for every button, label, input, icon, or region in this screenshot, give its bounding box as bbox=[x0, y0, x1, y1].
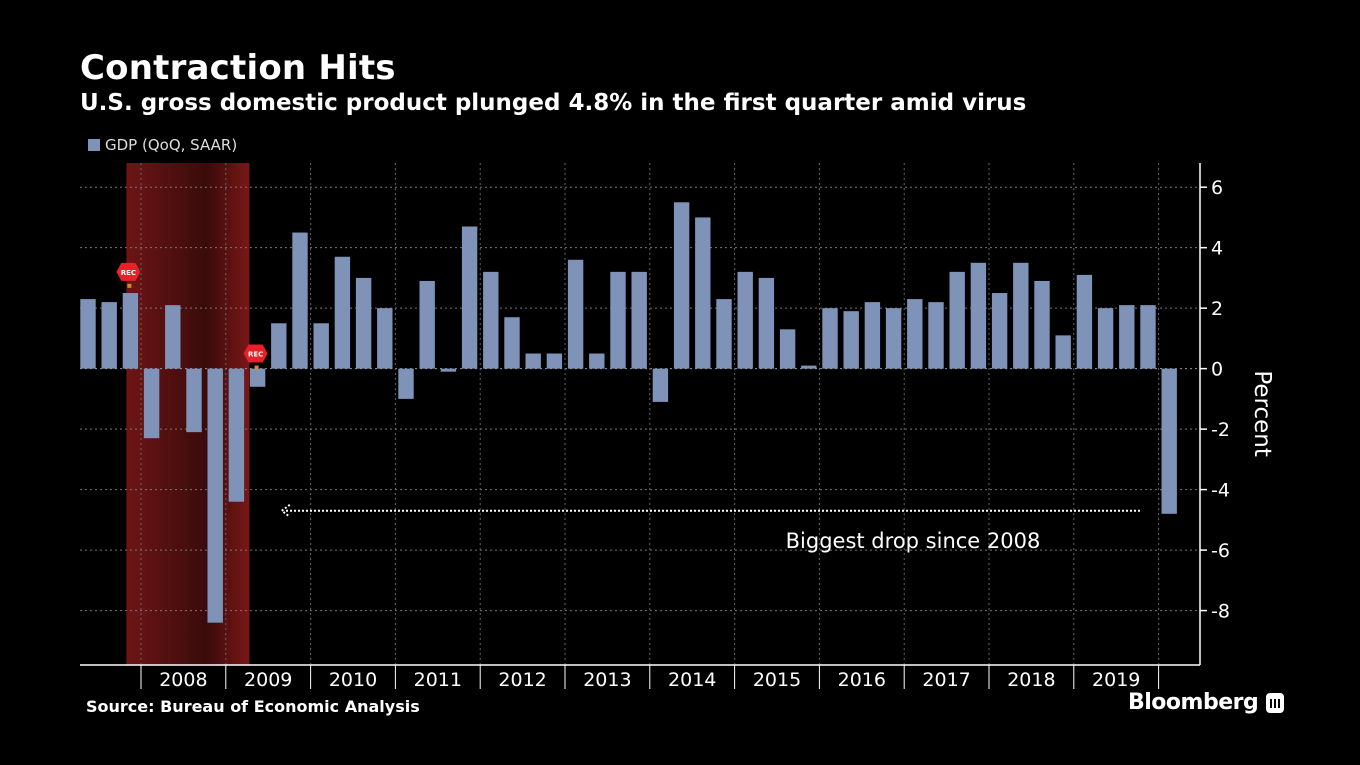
y-axis-title: Percent bbox=[1249, 370, 1275, 457]
y-tick-label: 0 bbox=[1211, 359, 1223, 381]
bar bbox=[843, 311, 859, 369]
y-tick-label: -4 bbox=[1211, 480, 1230, 502]
bar bbox=[673, 202, 690, 369]
rec-marker-shape bbox=[116, 262, 141, 281]
bar bbox=[801, 365, 817, 369]
bar bbox=[355, 277, 372, 369]
bar bbox=[292, 232, 308, 369]
y-tick-label: 6 bbox=[1211, 177, 1223, 199]
bar bbox=[249, 368, 266, 387]
annotation-layer: Biggest drop since 2008 bbox=[280, 503, 1140, 553]
annotation-arrow-head bbox=[280, 503, 291, 518]
bar bbox=[610, 271, 626, 369]
bar bbox=[822, 308, 838, 369]
bar bbox=[1076, 274, 1093, 369]
y-tick-label: -6 bbox=[1211, 540, 1230, 562]
x-tick-label: 2011 bbox=[414, 669, 462, 691]
bar bbox=[440, 368, 457, 372]
x-tick-label: 2015 bbox=[753, 669, 801, 691]
bloomberg-logo: Bloomberg bbox=[1128, 690, 1285, 715]
bar bbox=[1161, 368, 1177, 514]
bar bbox=[398, 368, 414, 399]
rec-marker-dot bbox=[127, 283, 132, 288]
x-tick-label: 2009 bbox=[244, 669, 292, 691]
bar bbox=[589, 353, 605, 369]
x-tick-label: 2012 bbox=[498, 669, 546, 691]
bar bbox=[525, 353, 541, 369]
annotation-text: Biggest drop since 2008 bbox=[786, 529, 1041, 553]
x-tick-label: 2016 bbox=[838, 669, 886, 691]
legend: GDP (QoQ, SAAR) bbox=[88, 136, 237, 154]
rec-marker: REC bbox=[116, 262, 141, 288]
bar bbox=[334, 256, 351, 369]
bars-layer bbox=[80, 202, 1177, 623]
grid-layer bbox=[80, 163, 1200, 665]
bar bbox=[716, 299, 732, 369]
bar bbox=[949, 271, 965, 369]
bar bbox=[758, 277, 775, 369]
rec-marker: REC bbox=[243, 344, 268, 370]
bar bbox=[101, 302, 117, 369]
bar bbox=[1119, 305, 1135, 369]
y-tick-label: 4 bbox=[1211, 238, 1223, 260]
bar bbox=[907, 299, 923, 369]
rec-marker-label: REC bbox=[121, 269, 136, 277]
bar bbox=[80, 299, 96, 369]
bar bbox=[779, 329, 796, 369]
chart-title: Contraction Hits bbox=[80, 48, 396, 88]
source-note: Source: Bureau of Economic Analysis bbox=[86, 697, 420, 716]
bar bbox=[207, 368, 223, 623]
bar bbox=[991, 293, 1008, 369]
bar bbox=[186, 368, 202, 433]
rec-marker-shape bbox=[243, 344, 268, 363]
x-tick-label: 2017 bbox=[922, 669, 970, 691]
legend-label: GDP (QoQ, SAAR) bbox=[105, 136, 238, 154]
bar bbox=[864, 302, 881, 369]
x-tick-label: 2013 bbox=[583, 669, 631, 691]
bar bbox=[419, 280, 435, 369]
axis-layer: 6 4 2 0 -2 -4 -6 -8 Percent 2008 2009 2010 2011 2012 2… bbox=[80, 163, 1275, 691]
bar bbox=[461, 226, 478, 369]
x-tick-label: 2014 bbox=[668, 669, 716, 691]
y-tick-label: -8 bbox=[1211, 601, 1230, 623]
bar bbox=[1013, 262, 1029, 369]
x-tick-label: 2019 bbox=[1092, 669, 1140, 691]
bar bbox=[504, 317, 520, 369]
bar bbox=[165, 305, 181, 369]
bar bbox=[652, 368, 669, 402]
bar bbox=[1034, 280, 1050, 369]
brand-name: Bloomberg bbox=[1128, 690, 1259, 715]
bar bbox=[631, 271, 647, 369]
bar bbox=[695, 217, 711, 369]
rec-marker-dot bbox=[254, 365, 259, 370]
x-tick-label: 2008 bbox=[159, 669, 207, 691]
rec-marker-label: REC bbox=[248, 351, 263, 359]
bar bbox=[928, 302, 944, 369]
bar bbox=[1055, 335, 1071, 369]
y-tick-label: -2 bbox=[1211, 419, 1230, 441]
bar bbox=[567, 259, 584, 369]
bar bbox=[546, 353, 563, 369]
legend-swatch bbox=[88, 139, 100, 151]
chart-subtitle: U.S. gross domestic product plunged 4.8%… bbox=[80, 90, 1027, 116]
bar bbox=[271, 323, 287, 369]
x-tick-label: 2010 bbox=[329, 669, 377, 691]
y-tick-label: 2 bbox=[1211, 298, 1223, 320]
bar bbox=[313, 323, 329, 369]
bar bbox=[970, 262, 987, 369]
x-tick-label: 2018 bbox=[1007, 669, 1055, 691]
bar bbox=[1097, 308, 1114, 369]
recession-markers-layer: REC REC bbox=[116, 262, 268, 370]
bar bbox=[143, 368, 160, 439]
bar bbox=[885, 308, 902, 369]
bar bbox=[377, 308, 393, 369]
bar bbox=[737, 271, 753, 369]
bar bbox=[483, 271, 499, 369]
bar bbox=[1140, 305, 1156, 369]
terminal-icon bbox=[1266, 692, 1285, 713]
bar bbox=[228, 368, 245, 502]
bar bbox=[122, 293, 139, 369]
